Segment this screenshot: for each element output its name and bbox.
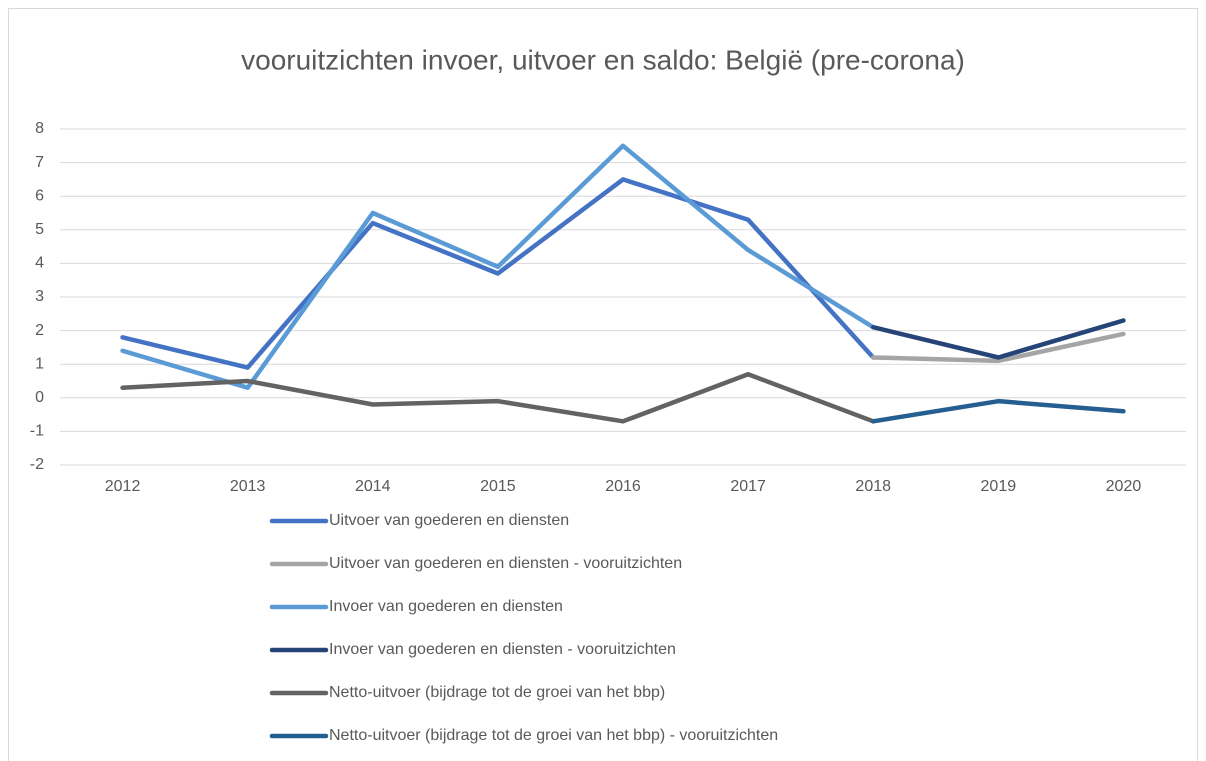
y-tick-label: 2 (35, 322, 44, 339)
legend-label: Invoer van goederen en diensten (329, 598, 563, 615)
x-tick-label: 2018 (855, 478, 891, 495)
series-line (870, 331, 1126, 364)
legend-label: Netto-uitvoer (bijdrage tot de groei van… (329, 684, 665, 701)
y-tick-label: 1 (35, 355, 44, 372)
series-line (870, 398, 1126, 424)
series-line (120, 177, 876, 370)
x-tick-label: 2012 (105, 478, 141, 495)
y-tick-label: 4 (35, 255, 44, 272)
y-tick-label: 6 (35, 187, 44, 204)
legend-label: Invoer van goederen en diensten - voorui… (329, 641, 676, 658)
legend-label: Netto-uitvoer (bijdrage tot de groei van… (329, 727, 778, 744)
series-line (120, 372, 876, 424)
x-tick-label: 2014 (355, 478, 391, 495)
legend-label: Uitvoer van goederen en diensten - vooru… (329, 555, 682, 572)
y-tick-label: 5 (35, 221, 44, 238)
y-tick-label: -1 (30, 423, 44, 440)
chart-title: vooruitzichten invoer, uitvoer en saldo:… (241, 44, 965, 75)
y-tick-label: 8 (35, 120, 44, 137)
y-tick-label: 3 (35, 288, 44, 305)
y-tick-label: -2 (30, 456, 44, 473)
x-tick-label: 2016 (605, 478, 641, 495)
x-tick-label: 2019 (981, 478, 1017, 495)
legend-label: Uitvoer van goederen en diensten (329, 512, 569, 529)
y-tick-label: 0 (35, 389, 44, 406)
x-tick-label: 2013 (230, 478, 266, 495)
series-line (120, 143, 876, 390)
x-tick-label: 2015 (480, 478, 516, 495)
x-tick-label: 2020 (1106, 478, 1142, 495)
series-line (870, 318, 1126, 360)
y-tick-label: 7 (35, 154, 44, 171)
x-tick-label: 2017 (730, 478, 766, 495)
